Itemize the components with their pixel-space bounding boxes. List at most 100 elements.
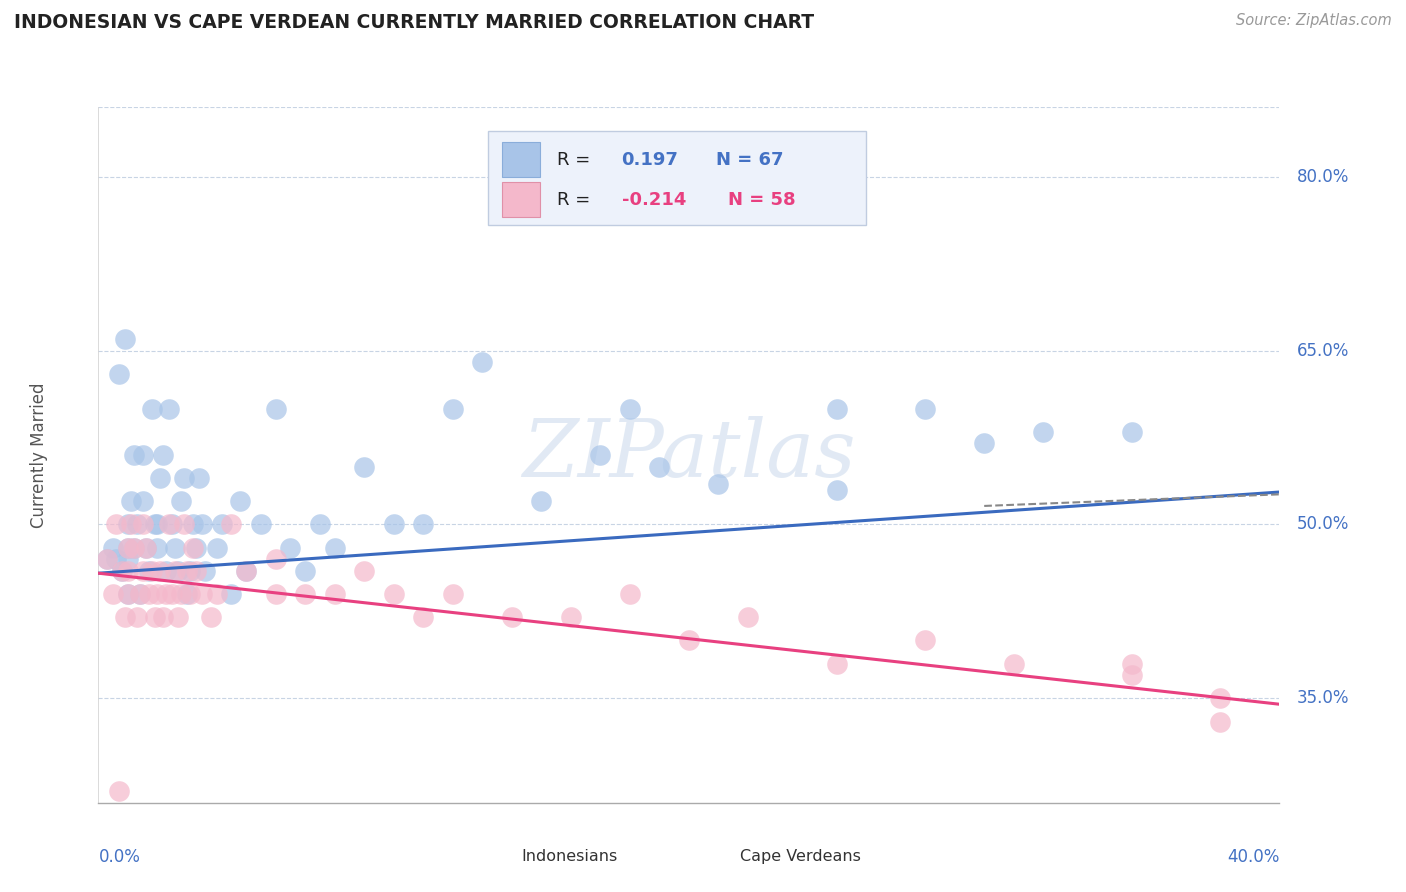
Point [264,587,287,601]
Point [1121,657,1143,671]
Point [135,541,157,555]
Point [323,541,346,555]
Text: 50.0%: 50.0% [1298,516,1350,533]
Point [105,517,128,532]
Point [125,610,148,624]
Point [973,436,995,450]
Point [264,401,287,416]
Point [122,541,145,555]
Point [323,587,346,601]
Point [135,541,157,555]
Point [128,587,150,601]
Point [191,587,214,601]
Point [294,587,316,601]
Point [173,517,195,532]
Point [117,564,139,578]
Point [125,517,148,532]
Point [1002,657,1025,671]
Point [382,517,405,532]
Point [128,587,150,601]
Point [167,610,190,624]
FancyBboxPatch shape [488,131,866,226]
Point [530,494,553,508]
Point [149,564,172,578]
Text: Cape Verdeans: Cape Verdeans [740,849,860,863]
Point [141,401,163,416]
Point [235,564,257,578]
Point [141,564,163,578]
Text: Currently Married: Currently Married [31,382,48,528]
Point [441,587,464,601]
Point [707,476,730,491]
Point [205,541,228,555]
Point [200,610,222,624]
Point [155,564,177,578]
Point [278,541,302,555]
Point [157,401,180,416]
Point [619,401,641,416]
Point [181,517,204,532]
Point [170,494,193,508]
Point [157,517,180,532]
Text: 35.0%: 35.0% [1298,690,1350,707]
Point [412,610,434,624]
Point [184,541,207,555]
Point [132,448,155,462]
Point [96,552,118,566]
Point [181,541,204,555]
Point [560,610,582,624]
Text: R =: R = [557,191,596,210]
Point [191,517,214,532]
Text: R =: R = [557,151,596,169]
Point [648,459,671,474]
Text: 65.0%: 65.0% [1298,342,1350,359]
Point [176,587,198,601]
Point [117,587,139,601]
Point [167,564,190,578]
Point [589,448,612,462]
Bar [482,846,512,868]
Point [194,564,217,578]
Point [132,494,155,508]
Text: N = 67: N = 67 [716,151,783,169]
Point [138,587,160,601]
Point [353,459,375,474]
Point [108,367,131,381]
Point [117,587,139,601]
Text: 0.0%: 0.0% [98,848,141,866]
Point [111,564,134,578]
Point [219,517,242,532]
Point [143,517,166,532]
Point [165,541,187,555]
Text: 0.197: 0.197 [621,151,679,169]
Bar [502,142,540,177]
Point [309,517,332,532]
Point [1121,425,1143,439]
Point [1209,714,1232,729]
Point [471,355,494,369]
Point [146,587,169,601]
Point [132,564,155,578]
Text: N = 58: N = 58 [728,191,796,210]
Point [103,587,125,601]
Point [120,494,142,508]
Point [152,610,174,624]
Point [117,541,139,555]
Point [294,564,316,578]
Point [146,541,169,555]
Text: Source: ZipAtlas.com: Source: ZipAtlas.com [1236,13,1392,29]
Point [108,784,131,798]
Point [105,552,128,566]
Point [96,552,118,566]
Point [143,610,166,624]
Point [162,517,183,532]
Point [219,587,242,601]
Point [117,541,139,555]
Point [211,517,233,532]
Point [914,633,936,648]
Text: -0.214: -0.214 [621,191,686,210]
Point [353,564,375,578]
Point [382,587,405,601]
Point [184,564,207,578]
Point [825,483,848,497]
